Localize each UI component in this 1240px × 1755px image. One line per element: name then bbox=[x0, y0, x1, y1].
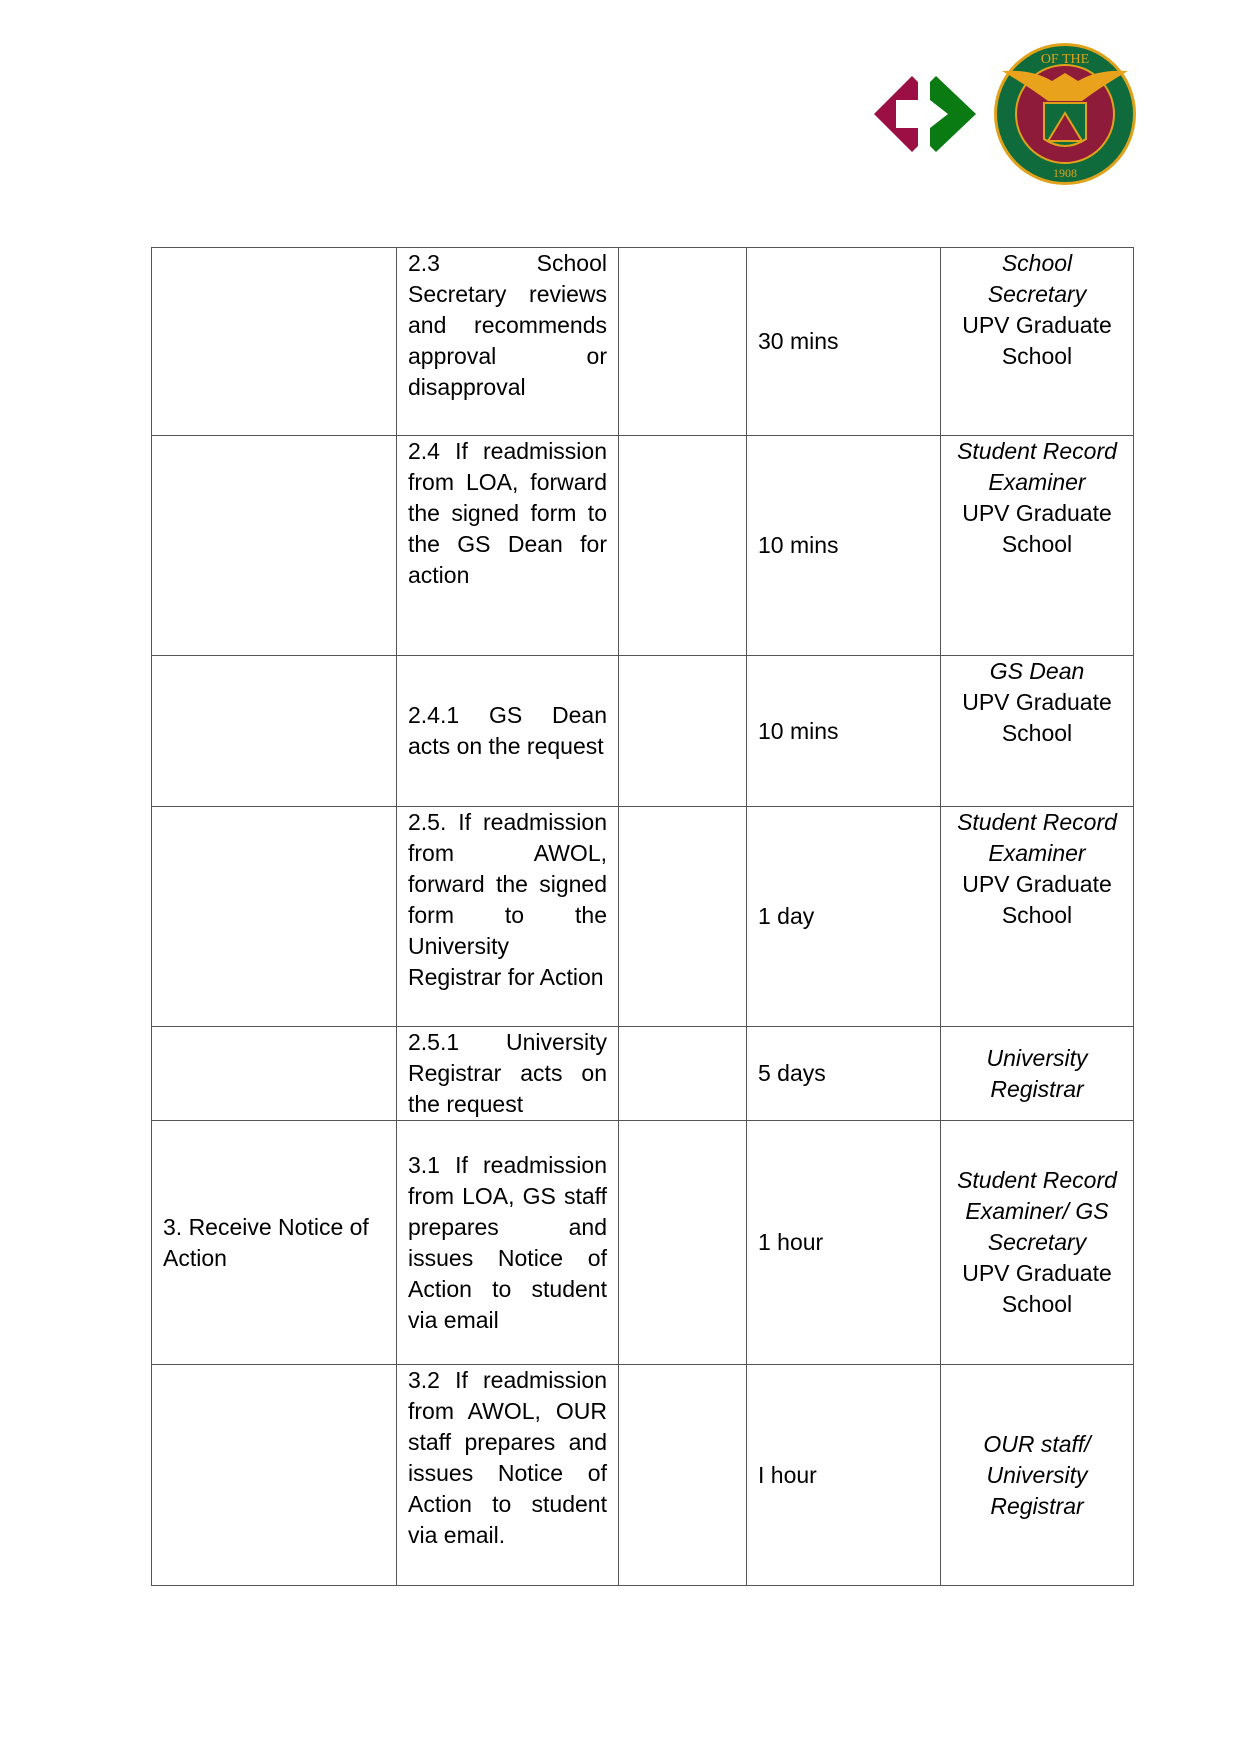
person-responsible: OUR staff/ University Registrar bbox=[983, 1430, 1091, 1519]
processing-time: 5 days bbox=[758, 1060, 826, 1086]
fees-cell bbox=[618, 806, 747, 1027]
fees-cell bbox=[618, 1364, 747, 1586]
client-step-cell bbox=[151, 247, 397, 436]
agency-action-cell: 3.2 If readmission from AWOL, OUR staff … bbox=[396, 1364, 619, 1586]
office: UPV Graduate School bbox=[962, 500, 1112, 557]
person-responsible-cell: School Secretary UPV Graduate School bbox=[940, 247, 1134, 436]
agency-action-cell: 2.4 If readmission from LOA, forward the… bbox=[396, 435, 619, 656]
agency-action: 2.3 School Secretary reviews and recomme… bbox=[408, 250, 607, 400]
processing-time: 30 mins bbox=[758, 328, 839, 354]
processing-time: I hour bbox=[758, 1461, 817, 1488]
table-row: 3.2 If readmission from AWOL, OUR staff … bbox=[151, 1364, 1134, 1586]
agency-action-cell: 3.1 If readmission from LOA, GS staff pr… bbox=[396, 1120, 619, 1365]
office: UPV Graduate School bbox=[962, 689, 1112, 746]
person-responsible: Student Record Examiner bbox=[957, 809, 1117, 866]
agency-action-cell: 2.4.1 GS Dean acts on the request bbox=[396, 655, 619, 807]
fees-cell bbox=[618, 435, 747, 656]
processing-time: 10 mins bbox=[758, 717, 839, 744]
client-step-cell bbox=[151, 655, 397, 807]
person-responsible-cell: Student Record Examiner UPV Graduate Scho… bbox=[940, 806, 1134, 1027]
processing-time: 10 mins bbox=[758, 532, 839, 558]
agency-action: 2.5.1 University Registrar acts on the r… bbox=[408, 1029, 607, 1117]
client-step-cell bbox=[151, 435, 397, 656]
up-seal: OF THE 1908 bbox=[994, 43, 1136, 185]
person-responsible-cell: University Registrar bbox=[940, 1026, 1134, 1121]
fees-cell bbox=[618, 1120, 747, 1365]
person-responsible: Student Record Examiner/ GS Secretary bbox=[957, 1167, 1117, 1255]
processing-time-cell: 1 hour bbox=[746, 1120, 941, 1365]
agency-action: 2.4.1 GS Dean acts on the request bbox=[408, 702, 607, 759]
processing-time-cell: 1 day bbox=[746, 806, 941, 1027]
agency-action: 3.1 If readmission from LOA, GS staff pr… bbox=[408, 1151, 607, 1333]
agency-action-cell: 2.5. If readmission from AWOL, forward t… bbox=[396, 806, 619, 1027]
office: UPV Graduate School bbox=[962, 1260, 1112, 1317]
table-row: 3. Receive Notice of Action 3.1 If readm… bbox=[151, 1120, 1134, 1365]
table-row: 2.5. If readmission from AWOL, forward t… bbox=[151, 806, 1134, 1027]
fees-cell bbox=[618, 655, 747, 807]
client-step-cell: 3. Receive Notice of Action bbox=[151, 1120, 397, 1365]
person-responsible: Student Record Examiner bbox=[957, 438, 1117, 495]
person-responsible-cell: Student Record Examiner/ GS Secretary UPV… bbox=[940, 1120, 1134, 1365]
agency-action-cell: 2.5.1 University Registrar acts on the r… bbox=[396, 1026, 619, 1121]
processing-time: 1 hour bbox=[758, 1229, 824, 1255]
agency-action: 2.5. If readmission from AWOL, forward t… bbox=[408, 809, 607, 990]
person-responsible-cell: OUR staff/ University Registrar bbox=[940, 1364, 1134, 1586]
client-step-cell bbox=[151, 1364, 397, 1586]
client-step-cell bbox=[151, 1026, 397, 1121]
person-responsible-cell: GS Dean UPV Graduate School bbox=[940, 655, 1134, 807]
table-row: 2.5.1 University Registrar acts on the r… bbox=[151, 1026, 1134, 1121]
office: UPV Graduate School bbox=[962, 871, 1112, 928]
procedure-table: 2.3 School Secretary reviews and recomme… bbox=[151, 247, 1134, 1586]
person-responsible: University Registrar bbox=[986, 1044, 1088, 1102]
processing-time-cell: 10 mins bbox=[746, 435, 941, 656]
arrows-logo bbox=[874, 76, 976, 152]
processing-time-cell: 5 days bbox=[746, 1026, 941, 1121]
client-step-cell bbox=[151, 806, 397, 1027]
processing-time-cell: I hour bbox=[746, 1364, 941, 1586]
agency-action-cell: 2.3 School Secretary reviews and recomme… bbox=[396, 247, 619, 436]
fees-cell bbox=[618, 247, 747, 436]
table-row: 2.4.1 GS Dean acts on the request 10 min… bbox=[151, 655, 1134, 807]
client-step: 3. Receive Notice of Action bbox=[163, 1213, 369, 1271]
person-responsible: GS Dean bbox=[989, 658, 1085, 684]
seal-top-text: OF THE bbox=[1041, 52, 1089, 67]
table-row: 2.3 School Secretary reviews and recomme… bbox=[151, 247, 1134, 436]
seal-year: 1908 bbox=[1053, 166, 1077, 180]
processing-time: 1 day bbox=[758, 903, 815, 929]
office: UPV Graduate School bbox=[962, 312, 1112, 369]
processing-time-cell: 30 mins bbox=[746, 247, 941, 436]
person-responsible: School Secretary bbox=[987, 250, 1087, 307]
processing-time-cell: 10 mins bbox=[746, 655, 941, 807]
fees-cell bbox=[618, 1026, 747, 1121]
person-responsible-cell: Student Record Examiner UPV Graduate Scho… bbox=[940, 435, 1134, 656]
agency-action: 3.2 If readmission from AWOL, OUR staff … bbox=[408, 1367, 607, 1548]
agency-action: 2.4 If readmission from LOA, forward the… bbox=[408, 438, 607, 588]
table-row: 2.4 If readmission from LOA, forward the… bbox=[151, 435, 1134, 656]
